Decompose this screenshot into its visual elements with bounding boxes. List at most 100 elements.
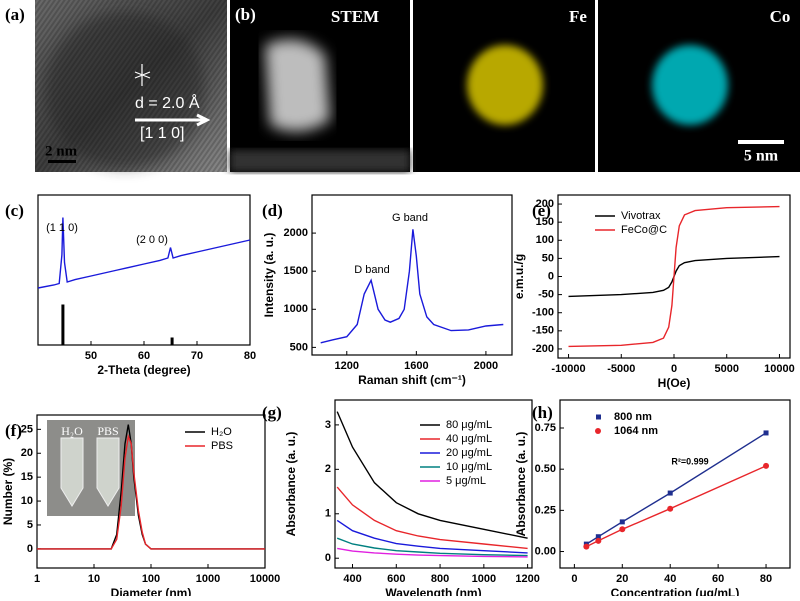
x-tick-label: 60: [712, 573, 724, 585]
marker: [595, 534, 601, 540]
y-tick-label: 100: [536, 234, 554, 246]
y-tick-label: 0.00: [535, 545, 556, 557]
y-tick-label: 500: [290, 341, 308, 353]
y-tick-label: 0.25: [535, 504, 556, 516]
series-line: [586, 432, 767, 545]
y-tick-label: 50: [542, 252, 554, 264]
legend-label: FeCo@C: [621, 224, 667, 236]
fe-signal: [467, 45, 543, 125]
panel-label: (b): [235, 5, 256, 24]
inset-label: H₂O: [61, 424, 83, 438]
marker: [583, 543, 590, 550]
legend-label: 40 μg/mL: [446, 433, 492, 445]
y-axis-label: Absorbance (a. u.): [284, 432, 298, 537]
y-tick-label: 0: [325, 552, 331, 564]
x-axis-label: H(Oe): [658, 376, 691, 390]
x-tick-label: 1000: [196, 573, 220, 585]
y-tick-label: 0.75: [535, 422, 556, 434]
annotation: D band: [354, 264, 389, 276]
y-tick-label: 2: [325, 463, 331, 475]
y-tick-label: 2000: [284, 227, 308, 239]
x-tick-label: -10000: [551, 363, 585, 375]
marker: [619, 526, 626, 533]
stem-particle: [265, 39, 330, 132]
marker: [763, 430, 769, 436]
series-line: [336, 486, 528, 550]
legend-marker: [595, 428, 601, 434]
y-axis-label: Number (%): [1, 458, 15, 525]
series-line: [336, 519, 528, 554]
annotation: R²=0.999: [671, 456, 708, 466]
panel-b: (b) STEM Fe Co 5 nm: [230, 0, 800, 172]
plot-frame: [559, 399, 791, 569]
spacing-marker: [134, 64, 151, 86]
panel-label: (g): [262, 403, 282, 422]
x-tick-label: 400: [343, 573, 361, 585]
legend-label: PBS: [211, 440, 233, 452]
series-line: [37, 217, 251, 289]
y-tick-label: 0.50: [535, 463, 556, 475]
x-tick-label: 10000: [250, 573, 281, 585]
x-axis-label: Wavelength (nm): [385, 586, 481, 596]
chart: 50 60 70 80 (1 1 0) (2 0 0) (c) 2-Theta (degree…: [5, 194, 256, 377]
chart: 0 20 40 60 80 0.00 0.25 0.50 0.75 800 nm 1064 nm R²…: [514, 399, 791, 600]
x-tick-label: 20: [616, 573, 628, 585]
legend-label: 1064 nm: [614, 425, 658, 437]
y-tick-label: 20: [21, 447, 33, 459]
x-tick-label: -5000: [607, 363, 635, 375]
chart: -10000 -5000 0 5000 10000 -200 -150 -100 -50 0 50 1…: [512, 194, 795, 390]
legend-label: 80 μg/mL: [446, 419, 492, 431]
x-tick-label: 40: [664, 573, 676, 585]
y-tick-label: 1000: [284, 303, 308, 315]
marker: [595, 537, 602, 544]
legend-marker: [596, 414, 601, 420]
x-tick-label: 1200: [515, 573, 539, 585]
x-tick-label: 600: [387, 573, 405, 585]
annotation: G band: [392, 212, 428, 224]
y-tick-label: 150: [536, 216, 554, 228]
y-axis-label: Intensity (a. u.): [262, 233, 276, 318]
map-label: STEM: [331, 7, 379, 26]
x-tick-label: 5000: [714, 363, 738, 375]
map-label: Fe: [569, 7, 587, 26]
marker: [667, 505, 674, 512]
x-tick-label: 0: [671, 363, 677, 375]
x-axis-label: Diameter (nm): [111, 586, 192, 596]
x-tick-label: 80: [244, 350, 256, 362]
chart: H₂O PBS 1 10 100 1000 10000 0 5 10 15 20 25 H₂O PBS (f)…: [1, 414, 281, 600]
x-tick-label: 1: [34, 573, 40, 585]
reference-peak: [61, 304, 65, 345]
scale-bar: [48, 160, 76, 163]
marker: [667, 490, 673, 496]
x-tick-label: 10000: [764, 363, 795, 375]
x-tick-label: 100: [142, 573, 160, 585]
map-label: Co: [770, 7, 791, 26]
lattice-fringes: [35, 0, 227, 172]
x-tick-label: 70: [191, 350, 203, 362]
y-tick-label: 5: [27, 519, 33, 531]
panel-label: (e): [532, 201, 551, 220]
x-tick-label: 2000: [474, 360, 498, 372]
y-tick-label: -100: [532, 307, 554, 319]
x-axis-label: 2-Theta (degree): [97, 363, 190, 377]
x-tick-label: 60: [138, 350, 150, 362]
x-axis-label: Raman shift (cm⁻¹): [358, 373, 466, 387]
panel-label: (f): [5, 421, 22, 440]
scale-bar: [738, 140, 784, 144]
reference-peak: [170, 337, 174, 345]
legend-label: 10 μg/mL: [446, 461, 492, 473]
annotation: [1 1 0]: [140, 125, 184, 142]
y-tick-label: 10: [21, 495, 33, 507]
y-tick-label: 0: [27, 543, 33, 555]
panel-a: (a) d = 2.0 Å [1 1 0] 2 nm: [5, 0, 227, 172]
inset-label: PBS: [97, 424, 118, 438]
plot-frame: [37, 194, 251, 346]
panel-label: (c): [5, 201, 24, 220]
co-signal: [652, 45, 728, 125]
x-tick-label: 80: [760, 573, 772, 585]
legend-label: 20 μg/mL: [446, 447, 492, 459]
y-tick-label: 3: [325, 419, 331, 431]
y-tick-label: -150: [532, 325, 554, 337]
